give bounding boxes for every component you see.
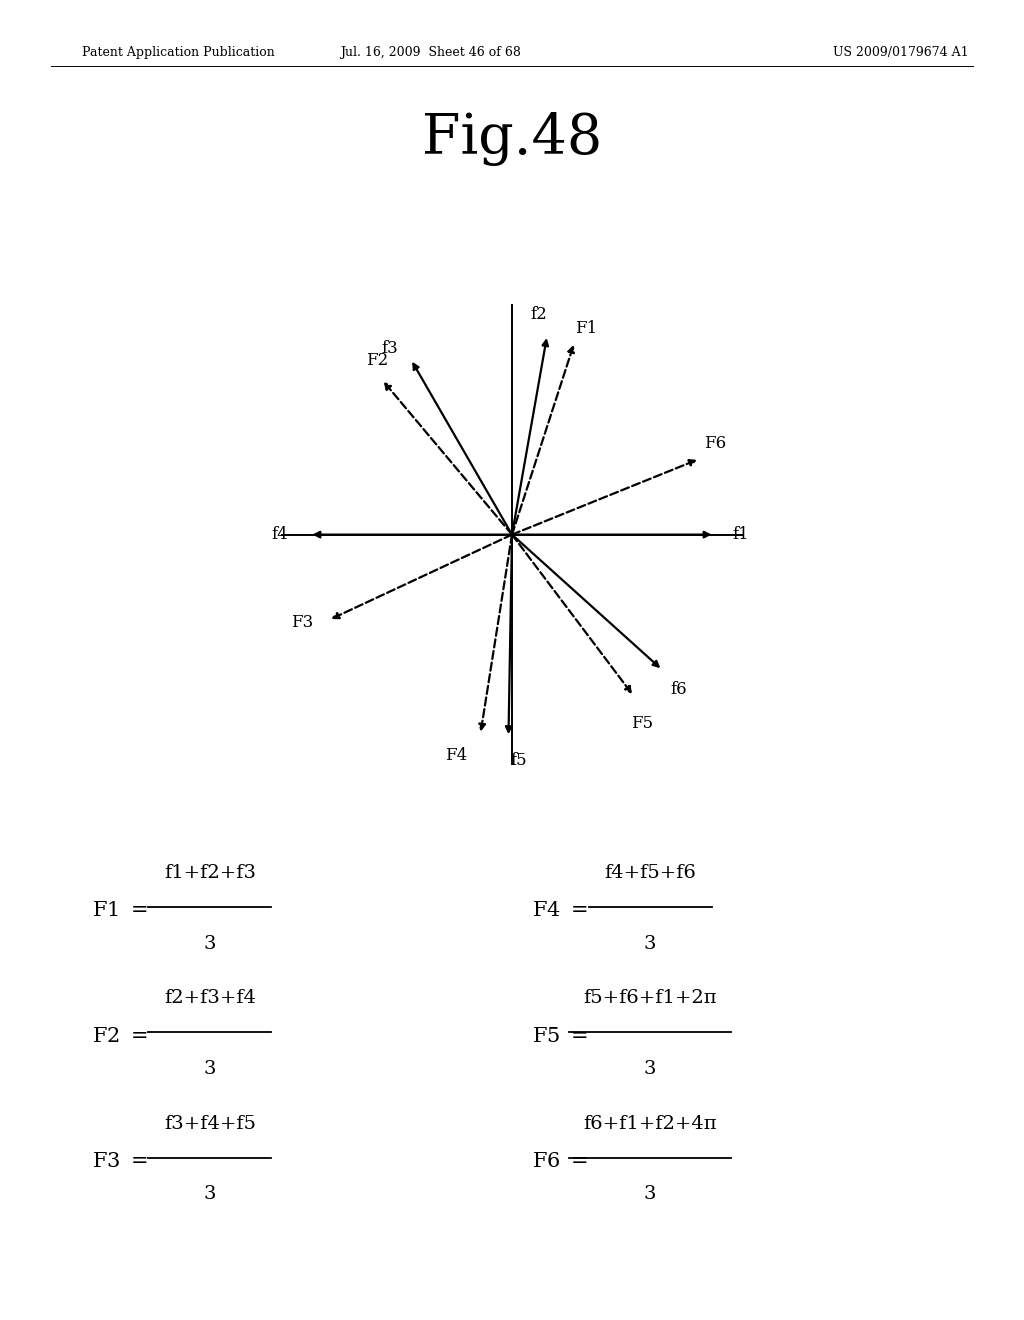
- Text: f3: f3: [381, 341, 398, 356]
- Text: f5: f5: [510, 752, 527, 770]
- Text: f5+f6+f1+2π: f5+f6+f1+2π: [584, 989, 717, 1007]
- Text: US 2009/0179674 A1: US 2009/0179674 A1: [834, 46, 969, 59]
- Text: 3: 3: [644, 1185, 656, 1204]
- Text: F3 $=$: F3 $=$: [92, 1152, 148, 1171]
- Text: F2 $=$: F2 $=$: [92, 1027, 148, 1045]
- Text: Fig.48: Fig.48: [422, 111, 602, 166]
- Text: f1+f2+f3: f1+f2+f3: [164, 863, 256, 882]
- Text: F5 $=$: F5 $=$: [532, 1027, 589, 1045]
- Text: f1: f1: [732, 527, 749, 543]
- Text: F3: F3: [291, 614, 313, 631]
- Text: Jul. 16, 2009  Sheet 46 of 68: Jul. 16, 2009 Sheet 46 of 68: [340, 46, 520, 59]
- Text: F1: F1: [574, 321, 597, 338]
- Text: Patent Application Publication: Patent Application Publication: [82, 46, 274, 59]
- Text: f6+f1+f2+4π: f6+f1+f2+4π: [584, 1114, 717, 1133]
- Text: F4: F4: [445, 747, 467, 764]
- Text: 3: 3: [644, 935, 656, 953]
- Text: 3: 3: [644, 1060, 656, 1078]
- Text: F1 $=$: F1 $=$: [92, 902, 148, 920]
- Text: 3: 3: [204, 1185, 216, 1204]
- Text: F6: F6: [705, 436, 727, 453]
- Text: f6: f6: [671, 681, 687, 698]
- Text: 3: 3: [204, 1060, 216, 1078]
- Text: F6 $=$: F6 $=$: [532, 1152, 589, 1171]
- Text: F4 $=$: F4 $=$: [532, 902, 589, 920]
- Text: f2: f2: [530, 306, 547, 322]
- Text: f4+f5+f6: f4+f5+f6: [604, 863, 696, 882]
- Text: F5: F5: [632, 714, 653, 731]
- Text: f4: f4: [271, 527, 288, 543]
- Text: F2: F2: [367, 352, 389, 370]
- Text: f2+f3+f4: f2+f3+f4: [164, 989, 256, 1007]
- Text: f3+f4+f5: f3+f4+f5: [164, 1114, 256, 1133]
- Text: 3: 3: [204, 935, 216, 953]
